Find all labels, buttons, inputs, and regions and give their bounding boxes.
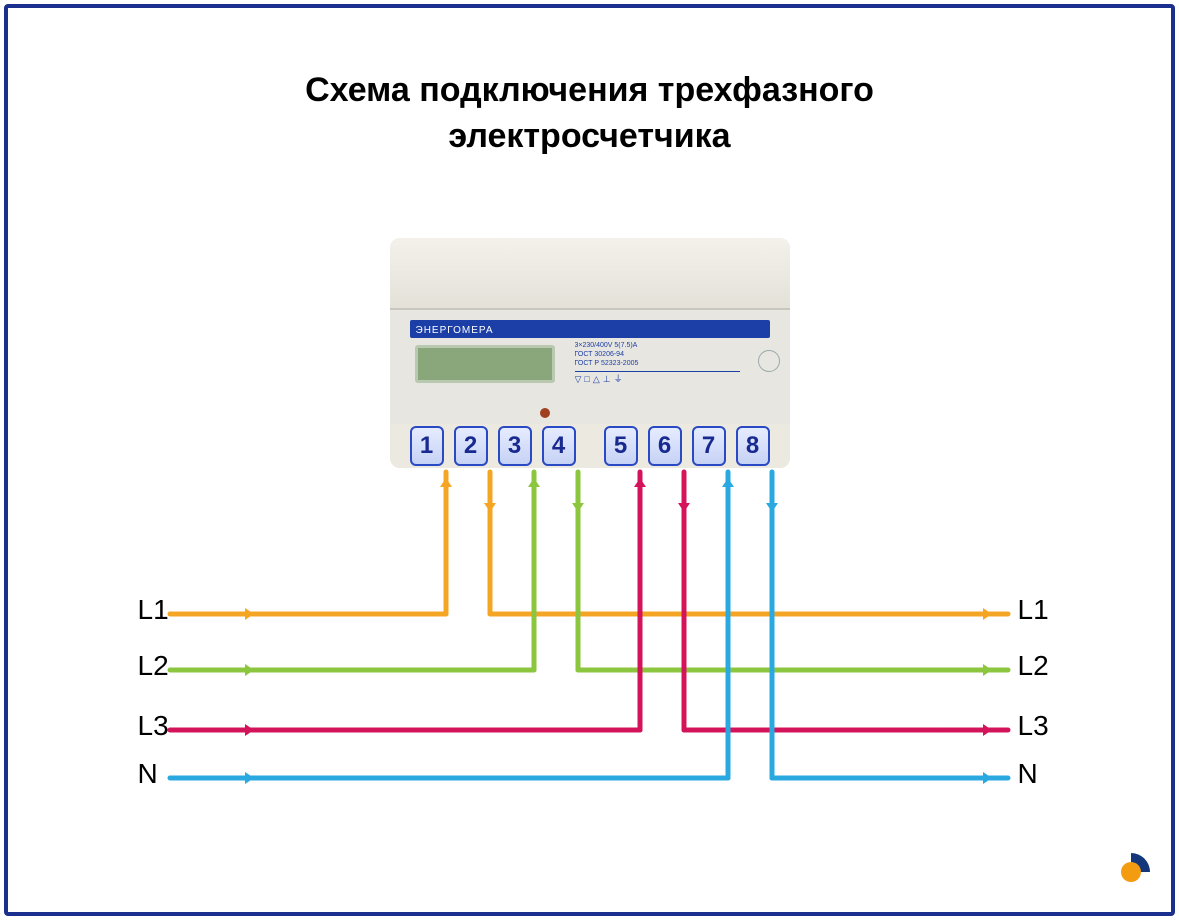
corner-badge-icon bbox=[1109, 850, 1153, 894]
bus-N-entry-arrow-head bbox=[245, 772, 254, 784]
bus-label-left-L2: L2 bbox=[138, 650, 169, 682]
bus-L2-exit-arrow-head bbox=[983, 664, 992, 676]
bus-label-right-L1: L1 bbox=[1018, 594, 1049, 626]
bus-label-left-N: N bbox=[138, 758, 158, 790]
bus-label-right-N: N bbox=[1018, 758, 1038, 790]
bus-label-right-L2: L2 bbox=[1018, 650, 1049, 682]
bus-L3-entry-arrow-head bbox=[245, 724, 254, 736]
slide-frame: Схема подключения трехфазного электросче… bbox=[4, 4, 1175, 916]
bus-L1-exit-arrow-head bbox=[983, 608, 992, 620]
title-line-1: Схема подключения трехфазного bbox=[305, 71, 874, 109]
bus-label-left-L3: L3 bbox=[138, 710, 169, 742]
bus-L3-exit-arrow-head bbox=[983, 724, 992, 736]
diagram-viewport: ЭНЕРГОМЕРА 3×230/400V 5(7.5)A ГОСТ 30206… bbox=[130, 218, 1050, 858]
bus-label-right-L3: L3 bbox=[1018, 710, 1049, 742]
diagram-title: Схема подключения трехфазного электросче… bbox=[8, 68, 1171, 160]
badge-dot bbox=[1121, 862, 1141, 882]
bus-L1-entry-arrow-head bbox=[245, 608, 254, 620]
wiring-svg-layer bbox=[130, 218, 1050, 858]
bus-label-left-L1: L1 bbox=[138, 594, 169, 626]
bus-N-exit-arrow-head bbox=[983, 772, 992, 784]
title-line-2: электросчетчика bbox=[448, 117, 730, 155]
bus-L2-entry-arrow-head bbox=[245, 664, 254, 676]
